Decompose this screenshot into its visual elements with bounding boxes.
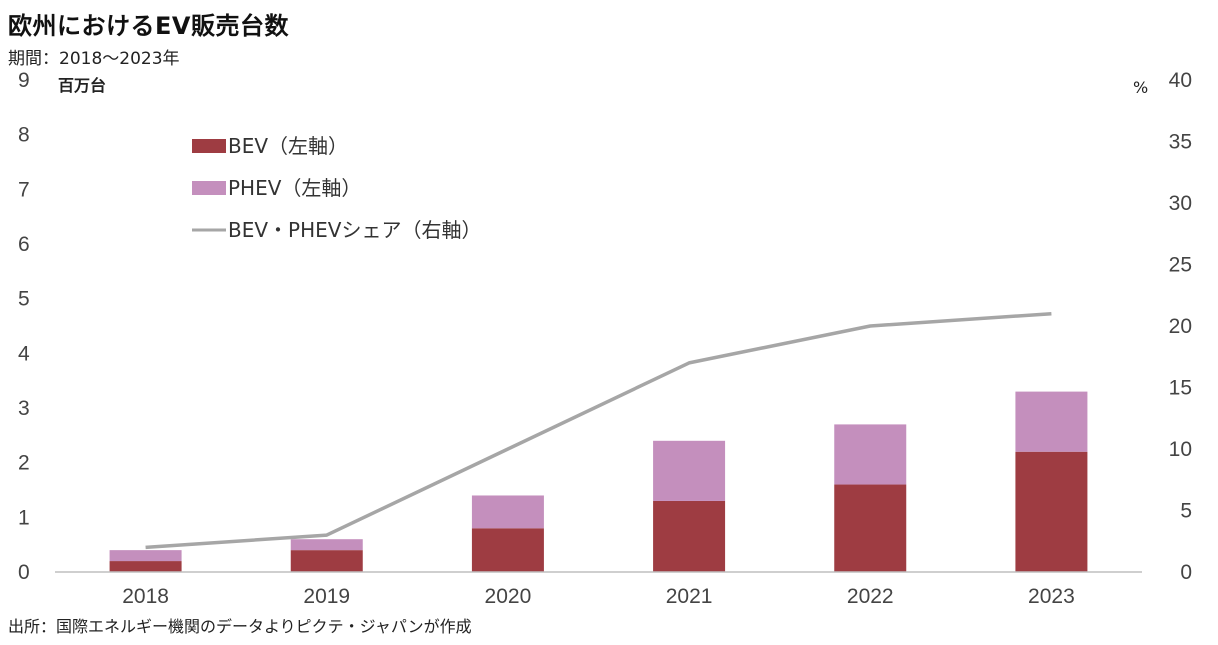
right-tick-label-35: 35 [1169,131,1192,154]
left-tick-label-5: 5 [18,288,30,311]
bar-phev-2019 [290,539,363,551]
left-axis-unit: 百万台 [58,76,106,95]
bar-bev-2022 [834,484,907,572]
bar-bev-2021 [653,500,726,572]
right-tick-label-15: 15 [1169,377,1192,400]
chart-subtitle: 期間：2018～2023年 [8,49,180,69]
x-tick-label-2019: 2019 [303,585,350,608]
right-tick-label-25: 25 [1169,254,1192,277]
left-tick-label-6: 6 [18,233,30,256]
bar-bev-2020 [471,528,544,572]
right-tick-label-10: 10 [1169,438,1192,461]
bar-bev-2023 [1015,451,1088,572]
x-tick-label-2018: 2018 [122,585,169,608]
right-axis-unit: % [1133,78,1148,97]
bar-bev-2018 [109,561,182,572]
left-tick-label-7: 7 [18,178,30,201]
legend-label-bev: BEV（左軸） [228,134,348,158]
right-tick-label-30: 30 [1169,192,1192,215]
source-note: 出所：国際エネルギー機関のデータよりピクテ・ジャパンが作成 [8,617,472,636]
right-tick-label-40: 40 [1169,69,1192,92]
chart-title: 欧州におけるEV販売台数 [8,12,289,40]
bar-bev-2019 [290,550,363,572]
bar-phev-2023 [1015,391,1088,452]
left-tick-label-8: 8 [18,124,30,147]
right-tick-label-0: 0 [1180,561,1192,584]
x-tick-label-2021: 2021 [666,585,713,608]
legend-swatch-phev [192,181,226,195]
bar-phev-2018 [109,550,182,562]
bar-phev-2022 [834,424,907,485]
share-line [145,311,1052,550]
left-tick-label-3: 3 [18,397,30,420]
legend-label-phev: PHEV（左軸） [228,176,361,200]
x-tick-label-2020: 2020 [485,585,532,608]
left-tick-label-9: 9 [18,69,30,92]
bar-phev-2020 [471,495,544,529]
x-tick-label-2022: 2022 [847,585,894,608]
left-tick-label-2: 2 [18,452,30,475]
x-tick-label-2023: 2023 [1028,585,1075,608]
bar-phev-2021 [653,440,726,501]
left-tick-label-1: 1 [18,506,30,529]
legend-label-share: BEV・PHEVシェア（右軸） [228,218,481,242]
legend-swatch-bev [192,139,226,153]
right-tick-label-5: 5 [1180,500,1192,523]
legend: BEV（左軸） PHEV（左軸） BEV・PHEVシェア（右軸） [192,134,481,242]
left-tick-label-4: 4 [18,342,30,365]
right-tick-label-20: 20 [1169,315,1192,338]
left-tick-label-0: 0 [18,561,30,584]
